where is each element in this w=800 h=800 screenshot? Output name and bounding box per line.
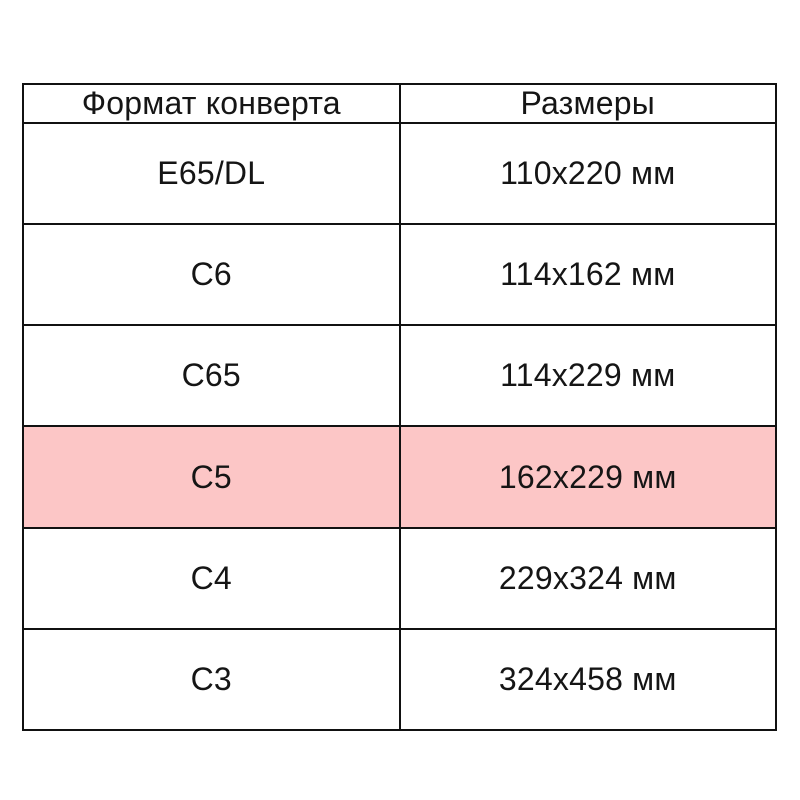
- table-header-row: Формат конверта Размеры: [22, 83, 777, 124]
- table-row-highlighted: C5 162x229 мм: [22, 425, 777, 529]
- size-cell: 162x229 мм: [398, 425, 777, 529]
- format-cell: C3: [22, 627, 401, 732]
- table-row: C3 324x458 мм: [22, 627, 777, 732]
- table-row: E65/DL 110x220 мм: [22, 121, 777, 226]
- table-row: C65 114x229 мм: [22, 324, 777, 428]
- size-cell: 229x324 мм: [398, 526, 777, 630]
- format-cell: C6: [22, 223, 401, 327]
- size-cell: 110x220 мм: [398, 121, 777, 226]
- table-row: C4 229x324 мм: [22, 526, 777, 630]
- format-cell: C4: [22, 526, 401, 630]
- format-cell: C5: [22, 425, 401, 529]
- size-cell: 114x162 мм: [398, 223, 777, 327]
- envelope-size-table: Формат конверта Размеры E65/DL 110x220 м…: [22, 83, 777, 732]
- table-row: C6 114x162 мм: [22, 223, 777, 327]
- size-cell: 114x229 мм: [398, 324, 777, 428]
- size-cell: 324x458 мм: [398, 627, 777, 732]
- format-cell: C65: [22, 324, 401, 428]
- column-header-size: Размеры: [398, 83, 777, 124]
- format-cell: E65/DL: [22, 121, 401, 226]
- column-header-format: Формат конверта: [22, 83, 401, 124]
